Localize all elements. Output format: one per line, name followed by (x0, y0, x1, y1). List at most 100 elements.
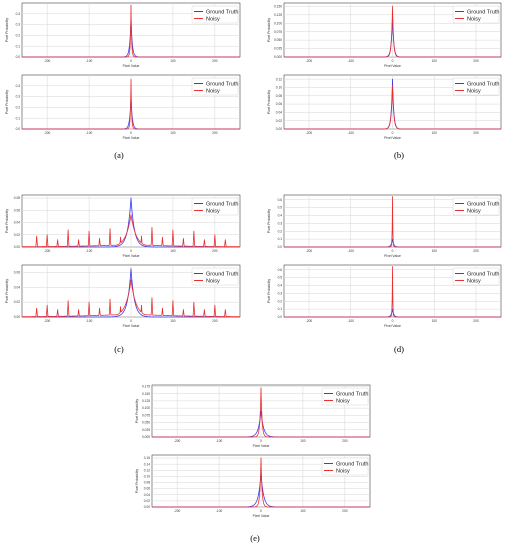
legend-label: Noisy (336, 399, 350, 405)
x-tick-label: 200 (342, 439, 348, 443)
x-tick-label: 200 (212, 131, 218, 135)
x-tick-label: -100 (86, 319, 93, 323)
noisy-line (283, 5, 502, 58)
noisy-line (151, 457, 371, 508)
legend-label: Noisy (336, 469, 350, 475)
chart-a-top: -200 -100 0 100 200 0.0 0.1 0.2 0.3 0.4 Pixel Valu… (5, 2, 241, 68)
chart-d-bottom: -200 -100 0 100 200 0.0 0.1 0.2 0.3 0.4 0.5 0.6 Pixe… (267, 264, 502, 328)
y-tick-label: 0.14 (144, 462, 150, 466)
ground-truth-line (21, 197, 241, 248)
chart-a-bottom: -200 -100 0 100 200 0.0 0.1 0.2 0.3 0.4 Pixel Valu… (5, 74, 241, 140)
chart-d-top: -200 -100 0 100 200 0.0 0.1 0.2 0.3 0.4 0.5 0.6 Pixe… (267, 194, 502, 258)
y-axis-label: Pixel Probability (267, 90, 271, 114)
x-tick-label: 200 (473, 319, 479, 323)
y-tick-label: 0.3 (16, 23, 21, 27)
x-tick-label: 100 (170, 59, 176, 63)
x-tick-label: 0 (130, 319, 132, 323)
y-tick-label: 0.02 (144, 499, 150, 503)
legend-label: Ground Truth (206, 202, 238, 208)
y-tick-label: 0.075 (274, 30, 282, 34)
legend-box (452, 77, 500, 96)
x-axis-label: Pixel Value (253, 444, 270, 448)
x-tick-label: 100 (170, 131, 176, 135)
x-tick-label: 100 (300, 509, 306, 513)
x-axis-label: Pixel Value (123, 254, 140, 258)
x-axis-label: Pixel Value (384, 64, 401, 68)
legend-label: Ground Truth (467, 272, 499, 278)
y-tick-label: 0.06 (14, 271, 20, 275)
noisy-line (283, 84, 502, 130)
x-tick-label: 0 (392, 249, 394, 253)
y-axis-label: Pixel Probability (5, 209, 9, 233)
y-tick-label: 0.04 (144, 493, 150, 497)
y-tick-label: 0.000 (274, 55, 282, 59)
legend-label: Ground Truth (206, 10, 238, 16)
y-tick-label: 0.06 (144, 487, 150, 491)
legend-box (452, 197, 500, 216)
x-tick-label: -200 (44, 131, 51, 135)
y-tick-label: 0.125 (142, 399, 150, 403)
noisy-line (21, 4, 241, 58)
x-tick-label: 200 (473, 131, 479, 135)
legend-label: Noisy (467, 89, 481, 95)
x-tick-label: 200 (473, 59, 479, 63)
y-tick-label: 0.150 (274, 4, 282, 8)
x-axis-label: Pixel Value (384, 324, 401, 328)
x-tick-label: -100 (216, 509, 223, 513)
x-tick-label: -100 (348, 59, 355, 63)
y-tick-label: 0.3 (16, 95, 21, 99)
x-axis-label: Pixel Value (384, 254, 401, 258)
x-tick-label: 100 (432, 59, 438, 63)
caption-d: (d) (394, 344, 404, 354)
y-tick-label: 0.10 (276, 86, 282, 90)
y-tick-label: 0.025 (142, 428, 150, 432)
y-axis-label: Pixel Probability (267, 279, 271, 303)
x-tick-label: 0 (392, 59, 394, 63)
x-tick-label: 0 (130, 131, 132, 135)
legend-label: Ground Truth (467, 10, 499, 16)
y-tick-label: 0.5 (278, 206, 283, 210)
x-tick-label: 100 (432, 249, 438, 253)
y-tick-label: 0.100 (274, 21, 282, 25)
y-tick-label: 0.04 (276, 110, 282, 114)
x-tick-label: -200 (306, 131, 313, 135)
x-tick-label: -100 (348, 131, 355, 135)
panel-c: -200 -100 0 100 200 0.00 0.02 0.04 0.06 0.08 Pixel… (0, 192, 250, 332)
x-axis-label: Pixel Value (384, 136, 401, 140)
y-tick-label: 0.1 (16, 116, 21, 120)
panel-b: -200 -100 0 100 200 0.000 0.025 0.050 0.075 0.100… (262, 0, 511, 160)
y-tick-label: 0.050 (274, 38, 282, 42)
y-tick-label: 0.02 (276, 119, 282, 123)
x-tick-label: 100 (432, 319, 438, 323)
panel-a: -200 -100 0 100 200 0.0 0.1 0.2 0.3 0.4 Pixel Valu… (0, 0, 250, 160)
caption-e: (e) (250, 533, 260, 543)
x-axis-label: Pixel Value (253, 514, 270, 518)
x-tick-label: 0 (130, 59, 132, 63)
y-axis-label: Pixel Probability (135, 399, 139, 423)
x-tick-label: 100 (170, 319, 176, 323)
x-tick-label: 0 (260, 439, 262, 443)
y-tick-label: 0.0 (16, 127, 21, 131)
chart-c-top: -200 -100 0 100 200 0.00 0.02 0.04 0.06 0.08 Pixel… (5, 194, 241, 258)
x-tick-label: 200 (212, 319, 218, 323)
legend-label: Ground Truth (336, 392, 368, 398)
x-tick-label: 200 (212, 59, 218, 63)
x-tick-label: -100 (216, 439, 223, 443)
y-tick-label: 0.00 (14, 315, 20, 319)
x-tick-label: -200 (306, 249, 313, 253)
y-tick-label: 0.08 (144, 481, 150, 485)
chart-c-bottom: -200 -100 0 100 200 0.00 0.02 0.04 0.06 Pixel Val… (5, 264, 241, 328)
legend-label: Ground Truth (467, 202, 499, 208)
y-tick-label: 0.100 (142, 406, 150, 410)
noisy-line (21, 78, 241, 130)
noisy-line (151, 387, 371, 438)
y-tick-label: 0.2 (16, 106, 21, 110)
x-tick-label: -200 (44, 249, 51, 253)
y-tick-label: 0.10 (144, 475, 150, 479)
x-tick-label: -100 (86, 249, 93, 253)
y-axis-label: Pixel Probability (267, 18, 271, 42)
y-tick-label: 0.075 (142, 413, 150, 417)
noisy-line (21, 279, 241, 318)
caption-a: (a) (114, 150, 124, 160)
y-tick-label: 0.1 (278, 307, 283, 311)
